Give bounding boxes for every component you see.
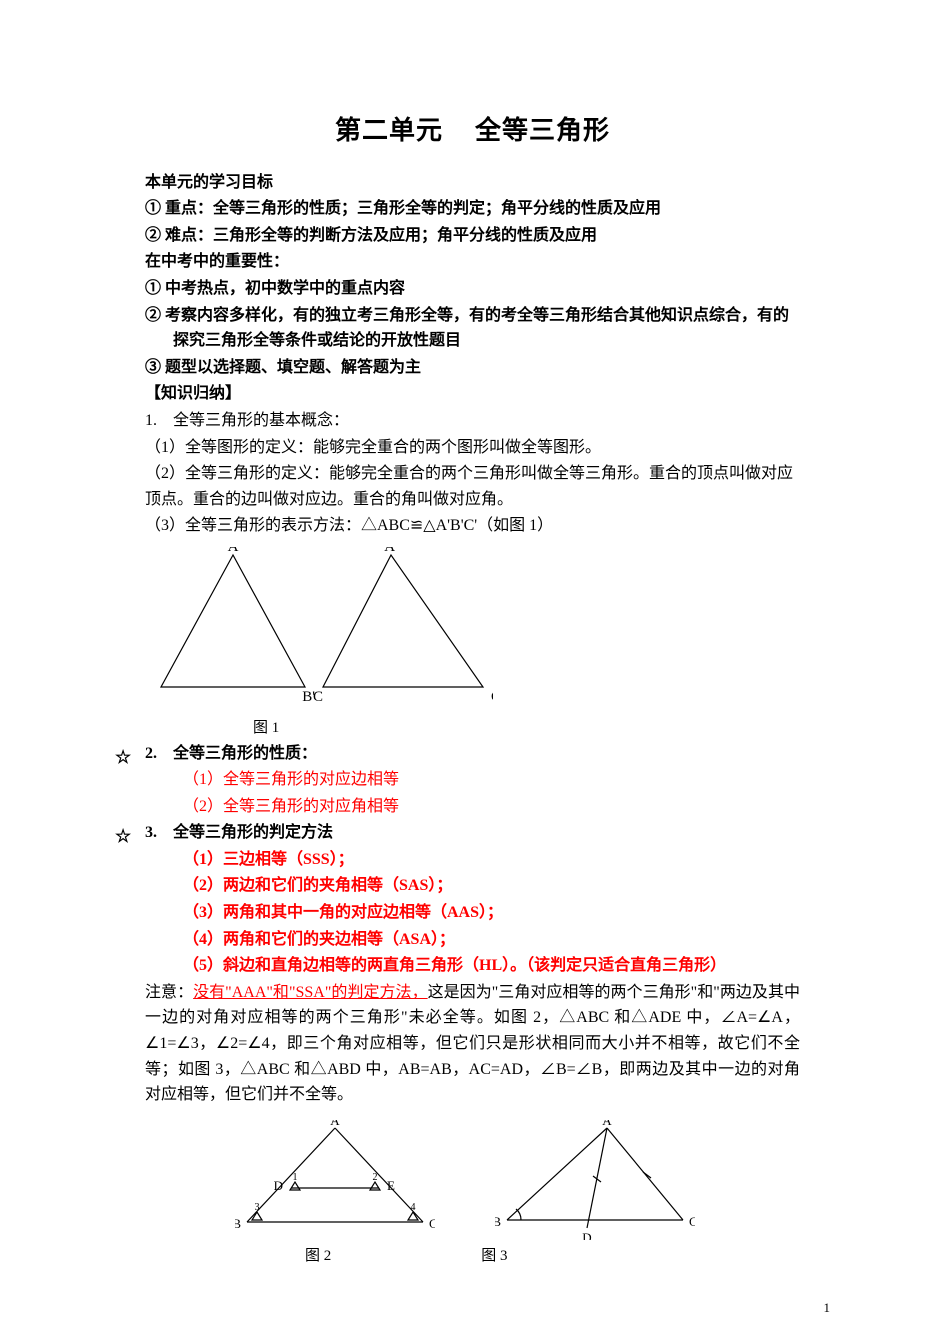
svg-text:A: A: [330, 1120, 340, 1128]
goals-heading: 本单元的学习目标: [145, 170, 800, 196]
item-2-2: （2）全等三角形的对应角相等: [145, 794, 800, 820]
item-1-3: （3）全等三角形的表示方法：△ABC≌△A'B'C'（如图 1）: [145, 513, 800, 539]
section-2-title: 全等三角形的性质：: [173, 745, 317, 762]
section-3-num: 3.: [145, 824, 157, 841]
note-prefix: 注意：: [145, 984, 193, 1001]
svg-text:C: C: [429, 1216, 435, 1231]
section-3-title: 全等三角形的判定方法: [173, 824, 333, 841]
svg-text:A: A: [228, 547, 239, 555]
section-1-title: 全等三角形的基本概念：: [173, 412, 349, 429]
star-icon: ☆: [115, 743, 131, 772]
svg-text:2: 2: [373, 1172, 378, 1183]
note-paragraph: 注意：没有"AAA"和"SSA"的判定方法，这是因为"三角对应相等的两个三角形"…: [145, 980, 800, 1108]
item-1-1: （1）全等图形的定义：能够完全重合的两个图形叫做全等图形。: [145, 435, 800, 461]
item-3-5: （5）斜边和直角边相等的两直角三角形（HL）。（该判定只适合直角三角形）: [145, 953, 800, 979]
svg-text:E: E: [387, 1178, 395, 1193]
note-rest: 这是因为"三角对应相等的两个三角形"和"两边及其中一边的对角对应相等的两个三角形…: [145, 984, 800, 1103]
section-2-num: 2.: [145, 745, 157, 762]
svg-text:B: B: [235, 1216, 241, 1231]
goal-2: ② 难点：三角形全等的判断方法及应用；角平分线的性质及应用: [145, 223, 800, 249]
star-icon: ☆: [115, 822, 131, 851]
exam-1: ① 中考热点，初中数学中的重点内容: [145, 276, 800, 302]
svg-text:C: C: [689, 1214, 695, 1229]
section-1: 1. 全等三角形的基本概念：: [145, 408, 800, 434]
svg-text:D: D: [274, 1178, 283, 1193]
section-2: ☆ 2. 全等三角形的性质：: [145, 741, 800, 767]
item-3-3: （3）两角和其中一角的对应边相等（AAS）；: [145, 900, 800, 926]
item-2-1: （1）全等三角形的对应边相等: [145, 767, 800, 793]
svg-text:C': C': [491, 689, 493, 705]
bottom-captions: 图 2 图 3: [145, 1244, 800, 1268]
figure-3-caption: 图 3: [481, 1244, 507, 1268]
knowledge-heading: 【知识归纳】: [145, 381, 800, 407]
item-3-4: （4）两角和它们的夹边相等（ASA）；: [145, 927, 800, 953]
section-1-num: 1.: [145, 412, 157, 429]
svg-text:A': A': [384, 547, 398, 555]
note-underline: 没有"AAA"和"SSA"的判定方法，: [193, 984, 428, 1001]
exam-2: ② 考察内容多样化，有的独立考三角形全等，有的考全等三角形结合其他知识点综合，有…: [145, 303, 800, 354]
goal-1: ① 重点：全等三角形的性质；三角形全等的判定；角平分线的性质及应用: [145, 196, 800, 222]
item-1-2: （2）全等三角形的定义：能够完全重合的两个三角形叫做全等三角形。重合的顶点叫做对…: [145, 461, 800, 512]
page-title: 第二单元 全等三角形: [145, 110, 800, 152]
svg-text:B: B: [495, 1214, 501, 1229]
svg-text:B': B': [302, 689, 315, 705]
page-number: 1: [824, 1298, 831, 1319]
title-part1: 第二单元: [335, 116, 443, 145]
svg-text:A: A: [602, 1120, 612, 1128]
figure-1-svg: ABCA'B'C': [153, 547, 493, 707]
exam-heading: 在中考中的重要性：: [145, 249, 800, 275]
item-3-2: （2）两边和它们的夹角相等（SAS）；: [145, 873, 800, 899]
figure-1-caption: 图 1: [253, 716, 800, 740]
figures-2-3: 1 2 3 4 A B C D E A B C D: [145, 1120, 800, 1240]
svg-text:4: 4: [411, 1202, 416, 1213]
svg-text:1: 1: [293, 1172, 298, 1183]
figure-3-svg: A B C D: [495, 1120, 695, 1240]
svg-text:3: 3: [255, 1202, 260, 1213]
exam-3: ③ 题型以选择题、填空题、解答题为主: [145, 355, 800, 381]
figure-1: ABCA'B'C' 图 1: [153, 547, 800, 740]
figure-2-caption: 图 2: [305, 1244, 331, 1268]
figure-2-svg: 1 2 3 4 A B C D E: [235, 1120, 435, 1240]
title-part2: 全等三角形: [475, 116, 610, 145]
svg-text:D: D: [582, 1230, 591, 1240]
section-3: ☆ 3. 全等三角形的判定方法: [145, 820, 800, 846]
item-3-1: （1）三边相等（SSS）；: [145, 847, 800, 873]
